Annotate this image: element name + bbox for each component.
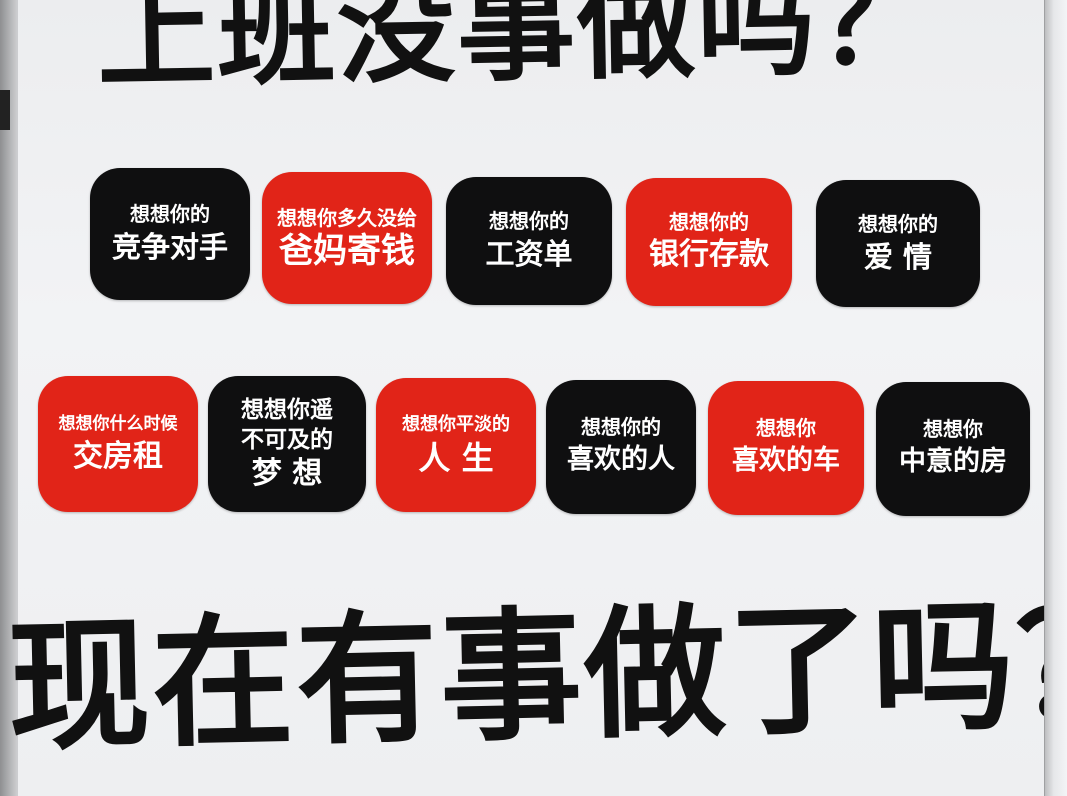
tile-line2: 工资单 bbox=[485, 237, 573, 271]
tile-line2: 交房租 bbox=[73, 439, 163, 474]
tile-rent: 想想你什么时候 交房租 bbox=[38, 376, 198, 512]
tile-line1: 想想你的 bbox=[489, 209, 569, 233]
tile-line-mid: 不可及的 bbox=[241, 427, 333, 453]
wall-edge bbox=[0, 0, 16, 796]
tile-line1: 想想你的 bbox=[581, 415, 661, 439]
tile-line1: 想想你的 bbox=[130, 202, 210, 226]
tile-line2: 银行存款 bbox=[649, 237, 769, 272]
tile-car-you-like: 想想你 喜欢的车 bbox=[708, 381, 864, 515]
tile-line2: 梦 想 bbox=[251, 456, 323, 491]
headline-top: 上班没事做吗？ bbox=[95, 0, 939, 105]
tile-competitor: 想想你的 竞争对手 bbox=[90, 168, 250, 300]
tile-line1: 想想你 bbox=[756, 416, 816, 440]
headline-bottom: 现在有事做了吗？ bbox=[6, 581, 1067, 771]
tile-send-money-to-parents: 想想你多久没给 爸妈寄钱 bbox=[262, 172, 432, 304]
tile-line1: 想想你遥 bbox=[241, 397, 333, 423]
frame-edge bbox=[1044, 0, 1067, 796]
tile-line1: 想想你什么时候 bbox=[58, 414, 178, 434]
tile-house-you-want: 想想你 中意的房 bbox=[876, 382, 1030, 516]
tile-line2: 喜欢的人 bbox=[567, 444, 675, 475]
tile-dreams: 想想你遥 不可及的 梦 想 bbox=[208, 376, 366, 512]
tile-person-you-like: 想想你的 喜欢的人 bbox=[546, 380, 696, 514]
tile-line2: 喜欢的车 bbox=[732, 445, 840, 476]
tile-line2: 竞争对手 bbox=[111, 230, 228, 264]
tile-line1: 想想你多久没给 bbox=[277, 206, 417, 230]
tile-ordinary-life: 想想你平淡的 人 生 bbox=[376, 378, 536, 512]
tile-line1: 想想你平淡的 bbox=[402, 414, 510, 435]
tile-line1: 想想你的 bbox=[858, 211, 938, 236]
tile-line1: 想想你 bbox=[923, 417, 983, 441]
tile-payslip: 想想你的 工资单 bbox=[446, 177, 612, 305]
tile-line2: 爸妈寄钱 bbox=[279, 231, 415, 271]
tile-line2: 人 生 bbox=[418, 439, 494, 477]
tile-line2: 爱 情 bbox=[863, 239, 933, 274]
tile-love: 想想你的 爱 情 bbox=[816, 180, 980, 307]
poster-board: 上班没事做吗？ 想想你的 竞争对手 想想你多久没给 爸妈寄钱 想想你的 工资单 … bbox=[6, 0, 1067, 796]
tile-line1: 想想你的 bbox=[669, 210, 749, 234]
wall-fixture bbox=[0, 90, 10, 130]
tile-bank-savings: 想想你的 银行存款 bbox=[626, 178, 792, 306]
tile-line2: 中意的房 bbox=[899, 446, 1007, 477]
